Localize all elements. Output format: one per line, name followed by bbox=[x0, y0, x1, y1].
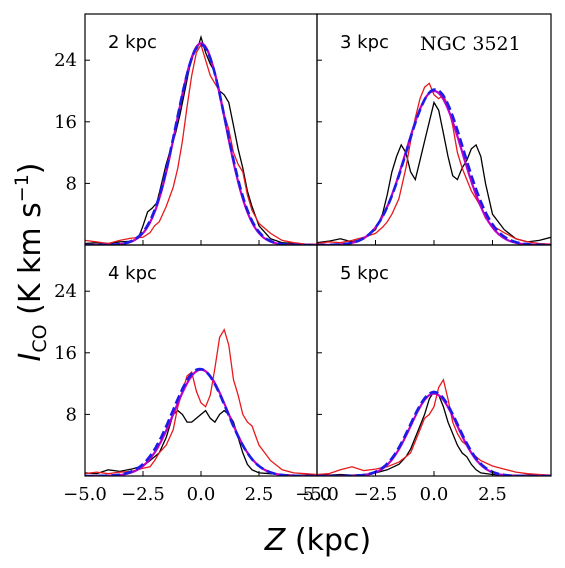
y-axis-title: ICO (K km s−1) bbox=[11, 162, 51, 361]
series-black-profile bbox=[317, 100, 551, 244]
series-blue-fit bbox=[85, 367, 317, 476]
panel-label: 2 kpc bbox=[108, 32, 157, 53]
panel-label: 4 kpc bbox=[108, 263, 157, 284]
series-magenta-fit bbox=[317, 89, 551, 245]
panels-layer: 2 kpc 3 kpc 4 kpc 5 kpc bbox=[84, 13, 552, 477]
series-magenta-fit bbox=[85, 42, 317, 245]
series-red-profile bbox=[85, 43, 317, 245]
series-black-profile bbox=[85, 34, 317, 245]
panel-frame bbox=[316, 244, 552, 477]
x-tick-label: −5.0 bbox=[295, 484, 339, 505]
x-tick-label: −2.5 bbox=[354, 484, 398, 505]
panel-2: 3 kpc bbox=[316, 13, 552, 246]
x-tick-label: 0.0 bbox=[420, 484, 449, 505]
galaxy-label: NGC 3521 bbox=[420, 33, 521, 55]
x-tick-label: 0.0 bbox=[187, 484, 216, 505]
panel-curves bbox=[317, 82, 551, 245]
y-tick-label: 16 bbox=[54, 343, 77, 364]
series-blue-fit bbox=[85, 43, 317, 245]
panel-curves bbox=[85, 328, 317, 476]
y-tick-label: 8 bbox=[66, 404, 77, 425]
panel-label: 3 kpc bbox=[340, 32, 389, 53]
series-magenta-fit bbox=[85, 368, 317, 476]
x-tick-label: −5.0 bbox=[63, 484, 107, 505]
x-axis-title: Z (kpc) bbox=[264, 523, 371, 558]
series-blue-fit bbox=[317, 88, 551, 245]
panel-curves bbox=[85, 34, 317, 245]
series-red-profile bbox=[317, 378, 551, 476]
y-tick-label: 24 bbox=[54, 50, 77, 71]
panel-curves bbox=[317, 378, 551, 476]
x-tick-label: 5.0 bbox=[303, 484, 332, 505]
panel-3: 4 kpc bbox=[84, 244, 318, 477]
ytick-labels: 8 16 24 8 16 24 bbox=[54, 50, 77, 425]
x-tick-label: −2.5 bbox=[121, 484, 165, 505]
x-tick-label: 2.5 bbox=[245, 484, 274, 505]
y-tick-label: 24 bbox=[54, 281, 77, 302]
panel-label: 5 kpc bbox=[340, 263, 389, 284]
series-black-profile bbox=[317, 390, 551, 476]
series-red-profile bbox=[317, 82, 551, 245]
x-tick-label: 2.5 bbox=[478, 484, 507, 505]
xtick-labels: −5.0 −2.5 0.0 2.5 5.0−5.0 −2.5 0.0 2.5 bbox=[63, 484, 507, 505]
panel-4: 5 kpc bbox=[316, 244, 552, 477]
y-tick-label: 8 bbox=[66, 173, 77, 194]
panel-1: 2 kpc bbox=[84, 13, 318, 246]
series-black-profile bbox=[85, 409, 317, 476]
y-tick-label: 16 bbox=[54, 112, 77, 133]
series-red-profile bbox=[85, 328, 317, 476]
